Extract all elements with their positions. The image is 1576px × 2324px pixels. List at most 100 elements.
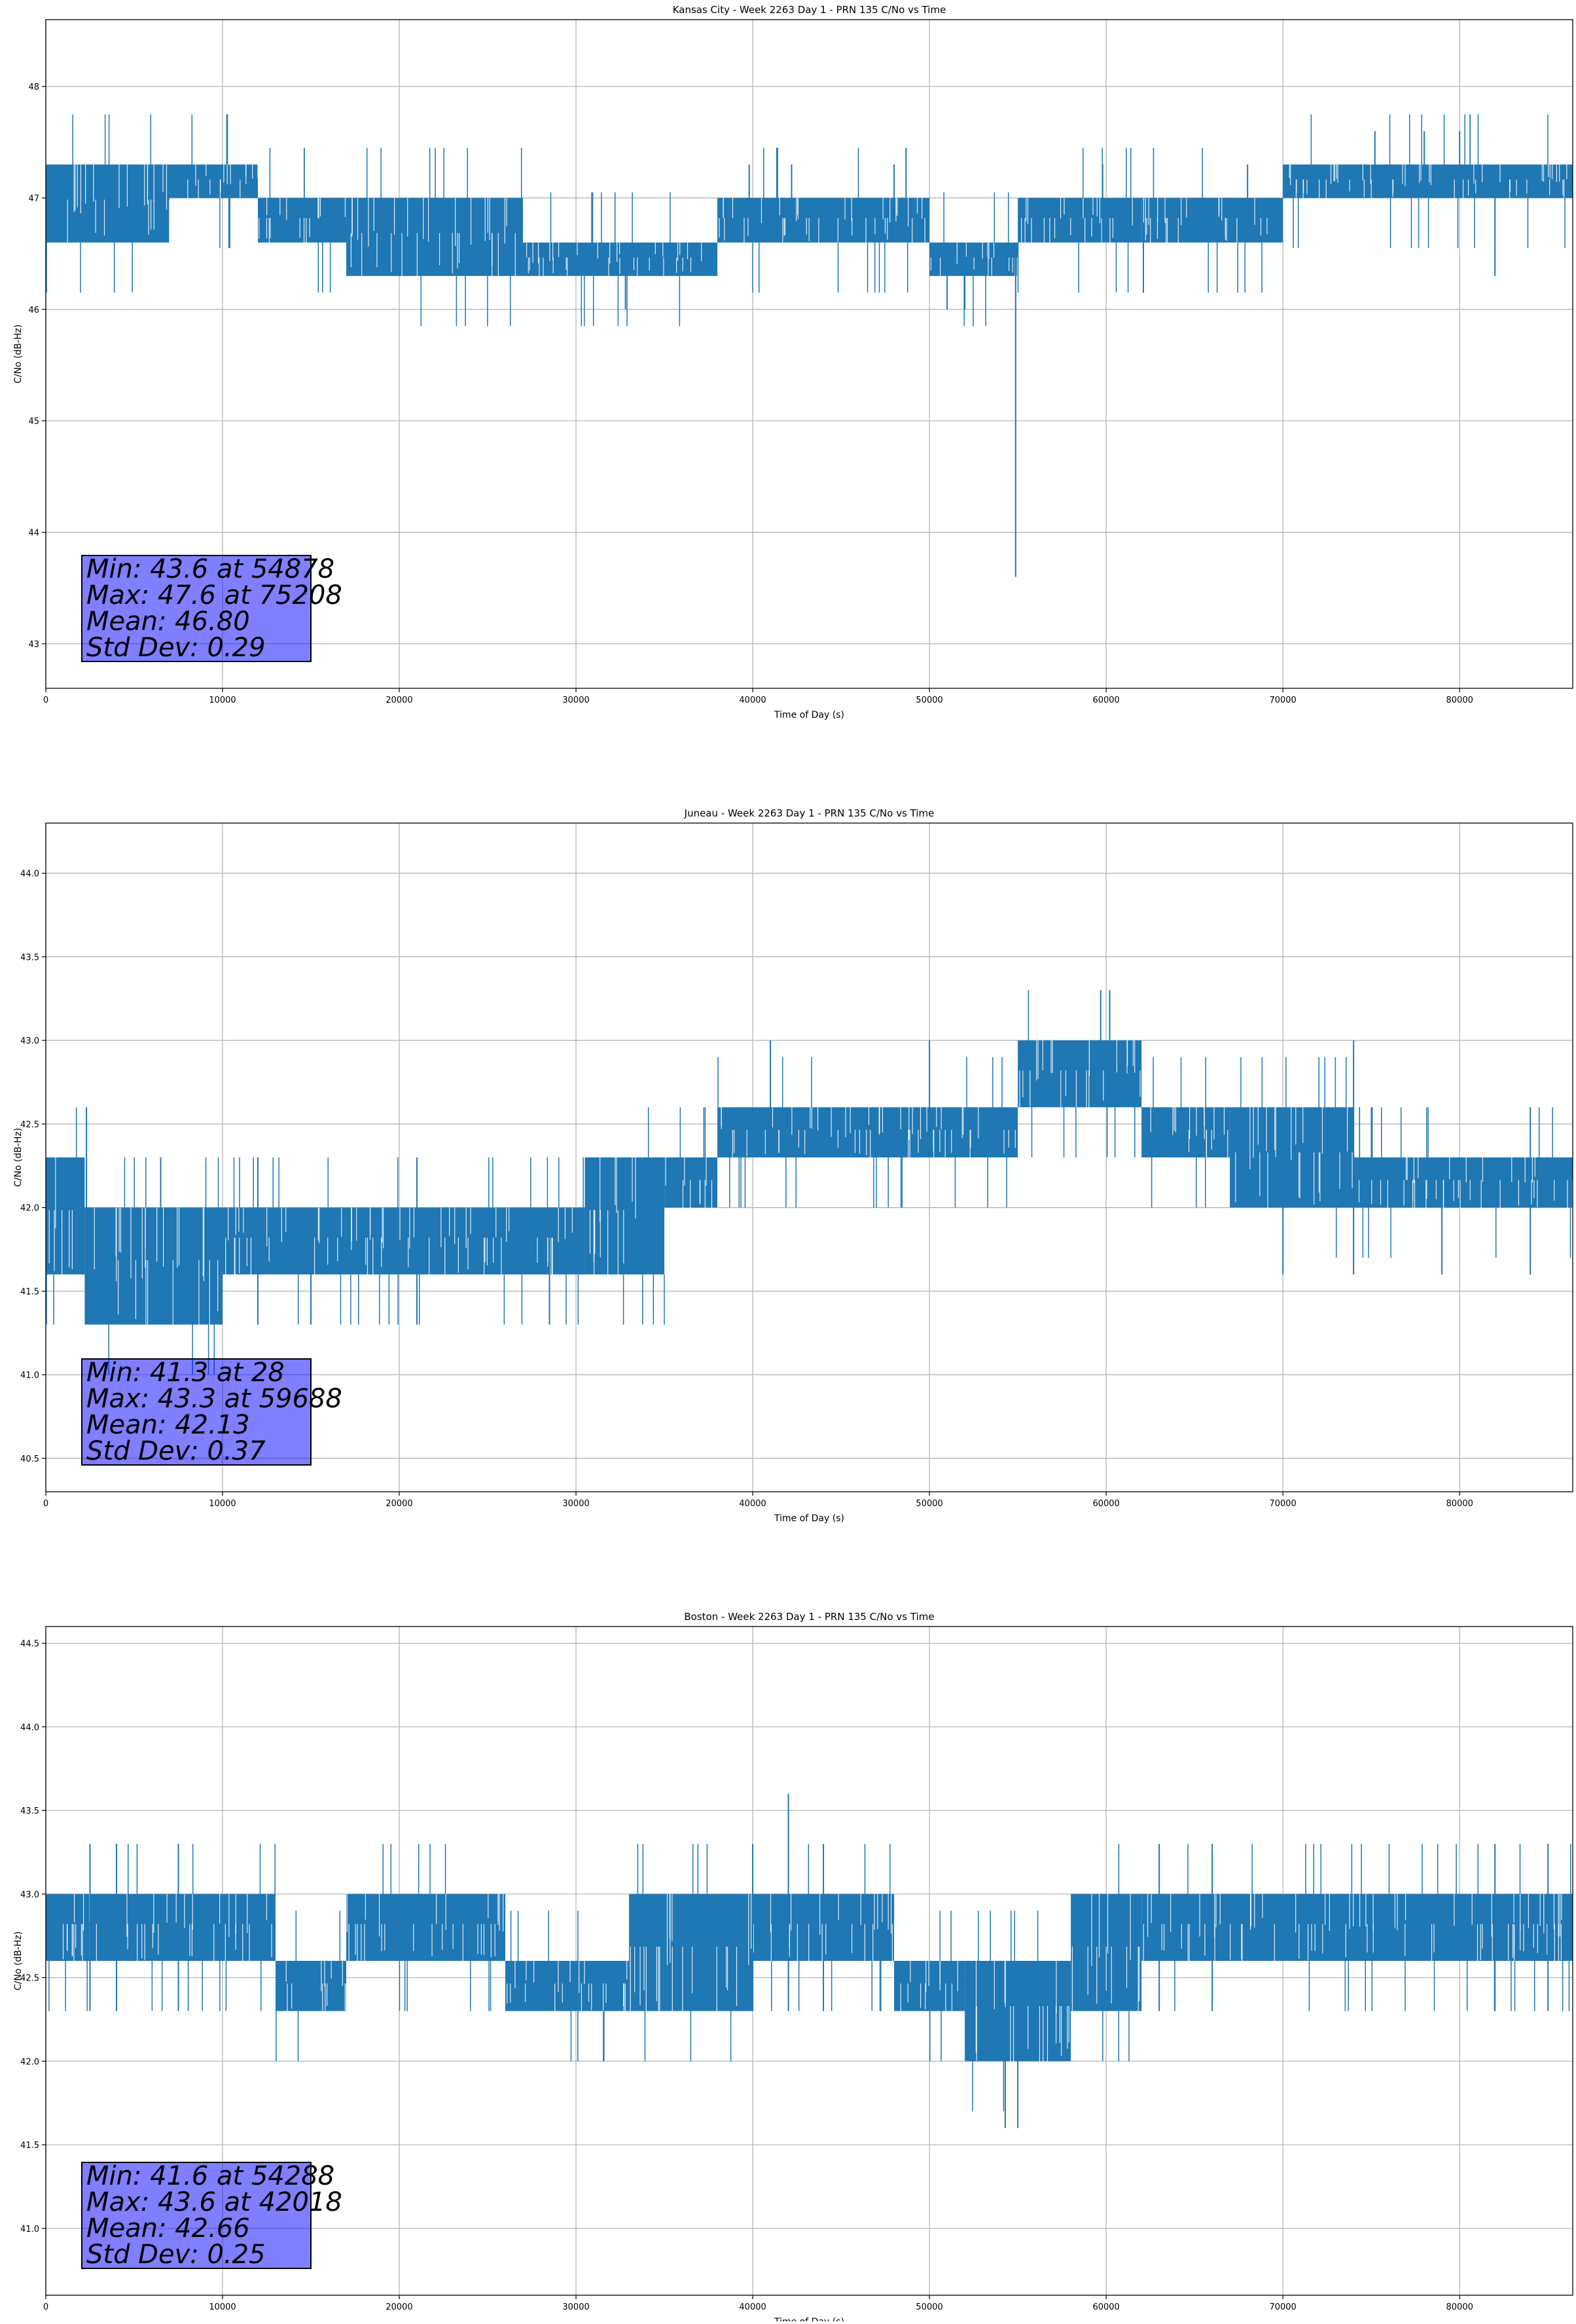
series-gap (956, 242, 958, 264)
series-gap (342, 1961, 343, 1986)
series-gap (1298, 1152, 1300, 1197)
series-gap (1109, 218, 1111, 244)
series-gap (169, 200, 170, 243)
stats-max: Max: 43.3 at 59688 (86, 1384, 342, 1414)
series-gap (344, 1983, 346, 2011)
series-gap (1537, 1924, 1538, 1953)
series-gap (1070, 218, 1071, 236)
series-gap (1137, 1946, 1139, 2018)
series-gap (1088, 1070, 1090, 1111)
x-axis-label: Time of Day (s) (774, 1513, 844, 1524)
series-gap (838, 1893, 839, 1920)
series-gap (1143, 1924, 1144, 1962)
y-tick-label: 41.5 (20, 1287, 39, 1297)
series-gap (1012, 2005, 1014, 2068)
x-tick-label: 0 (43, 2302, 48, 2312)
series-gap (1241, 1924, 1242, 1960)
series-gap (1091, 1893, 1092, 1966)
series-gap (884, 218, 886, 234)
series-gap (1314, 1924, 1316, 1951)
series-gap (1392, 179, 1393, 198)
series-gap (384, 1924, 385, 1951)
series-gap (1566, 164, 1567, 179)
series-gap (1426, 1180, 1427, 1199)
series-gap (1170, 1893, 1172, 1933)
series-gap (1302, 179, 1304, 201)
series-gap (1543, 1893, 1545, 1933)
y-tick-label: 46 (28, 306, 39, 315)
series-gap (1235, 1152, 1236, 1203)
series-gap (538, 242, 539, 264)
series-gap (753, 1924, 754, 1953)
series-gap (1021, 218, 1022, 243)
series-gap (372, 1237, 374, 1275)
series-gap (528, 257, 529, 273)
x-tick-label: 20000 (385, 695, 412, 705)
series-band (929, 1107, 1018, 1157)
series-gap (1221, 198, 1223, 221)
series-gap (782, 218, 783, 246)
series-gap (1107, 1893, 1109, 1954)
series-gap (609, 242, 611, 264)
series-gap (791, 1107, 793, 1135)
series-gap (1050, 1040, 1052, 1074)
series-gap (1405, 1893, 1406, 1920)
series-gap (1518, 1180, 1519, 1206)
series-gap (230, 164, 231, 185)
series-gap (1406, 1157, 1408, 1180)
series-gap (1325, 179, 1327, 201)
series-gap (266, 218, 268, 239)
series-gap (851, 1924, 853, 1953)
series-gap (1549, 179, 1550, 196)
series-gap (533, 1961, 535, 1983)
series-gap (346, 1893, 348, 1932)
series-gap (266, 198, 268, 215)
series-gap (470, 1207, 471, 1234)
series-gap (187, 179, 188, 201)
series-gap (819, 1893, 821, 1935)
series-gap (1419, 164, 1420, 183)
series-gap (1266, 1107, 1267, 1152)
series-gap (1204, 1107, 1205, 1139)
series-gap (1370, 179, 1372, 200)
series-gap (455, 198, 456, 246)
series-gap (337, 1237, 338, 1261)
series-gap (1289, 164, 1290, 179)
series-gap (796, 198, 797, 222)
stats-max: Max: 43.6 at 42018 (86, 2187, 342, 2217)
series-gap (944, 1129, 946, 1157)
series-gap (891, 1924, 893, 1963)
series-gap (184, 1893, 185, 1929)
series-gap (889, 198, 891, 222)
series-gap (202, 1207, 204, 1276)
series-gap (103, 200, 105, 236)
series-gap (486, 1237, 488, 1266)
series-gap (490, 1924, 492, 1958)
series-gap (804, 1129, 806, 1154)
series-gap (994, 1961, 995, 2009)
series-gap (747, 218, 749, 236)
series-gap (85, 164, 86, 204)
x-tick-label: 80000 (1446, 1499, 1473, 1509)
series-gap (1199, 1893, 1200, 1937)
y-tick-label: 44.5 (20, 1640, 39, 1649)
series-gap (616, 1157, 617, 1213)
series-gap (1157, 198, 1158, 222)
series-gap (1071, 1946, 1073, 2020)
series-gap (514, 233, 516, 284)
series-band (170, 164, 259, 198)
series-band (664, 1157, 718, 1208)
series-gap (356, 1207, 357, 1241)
series-gap (806, 218, 807, 235)
series-gap (618, 242, 620, 255)
stats-std-dev: Std Dev: 0.29 (86, 633, 266, 663)
series-gap (1088, 1040, 1090, 1076)
series-gap (480, 1924, 482, 1955)
series-gap (152, 1924, 154, 1948)
series-gap (1003, 1129, 1005, 1154)
series-gap (48, 1210, 50, 1263)
series-gap (1039, 2005, 1041, 2071)
series-gap (166, 1893, 168, 1923)
series-gap (662, 242, 664, 257)
y-tick-label: 43.0 (20, 1036, 39, 1046)
